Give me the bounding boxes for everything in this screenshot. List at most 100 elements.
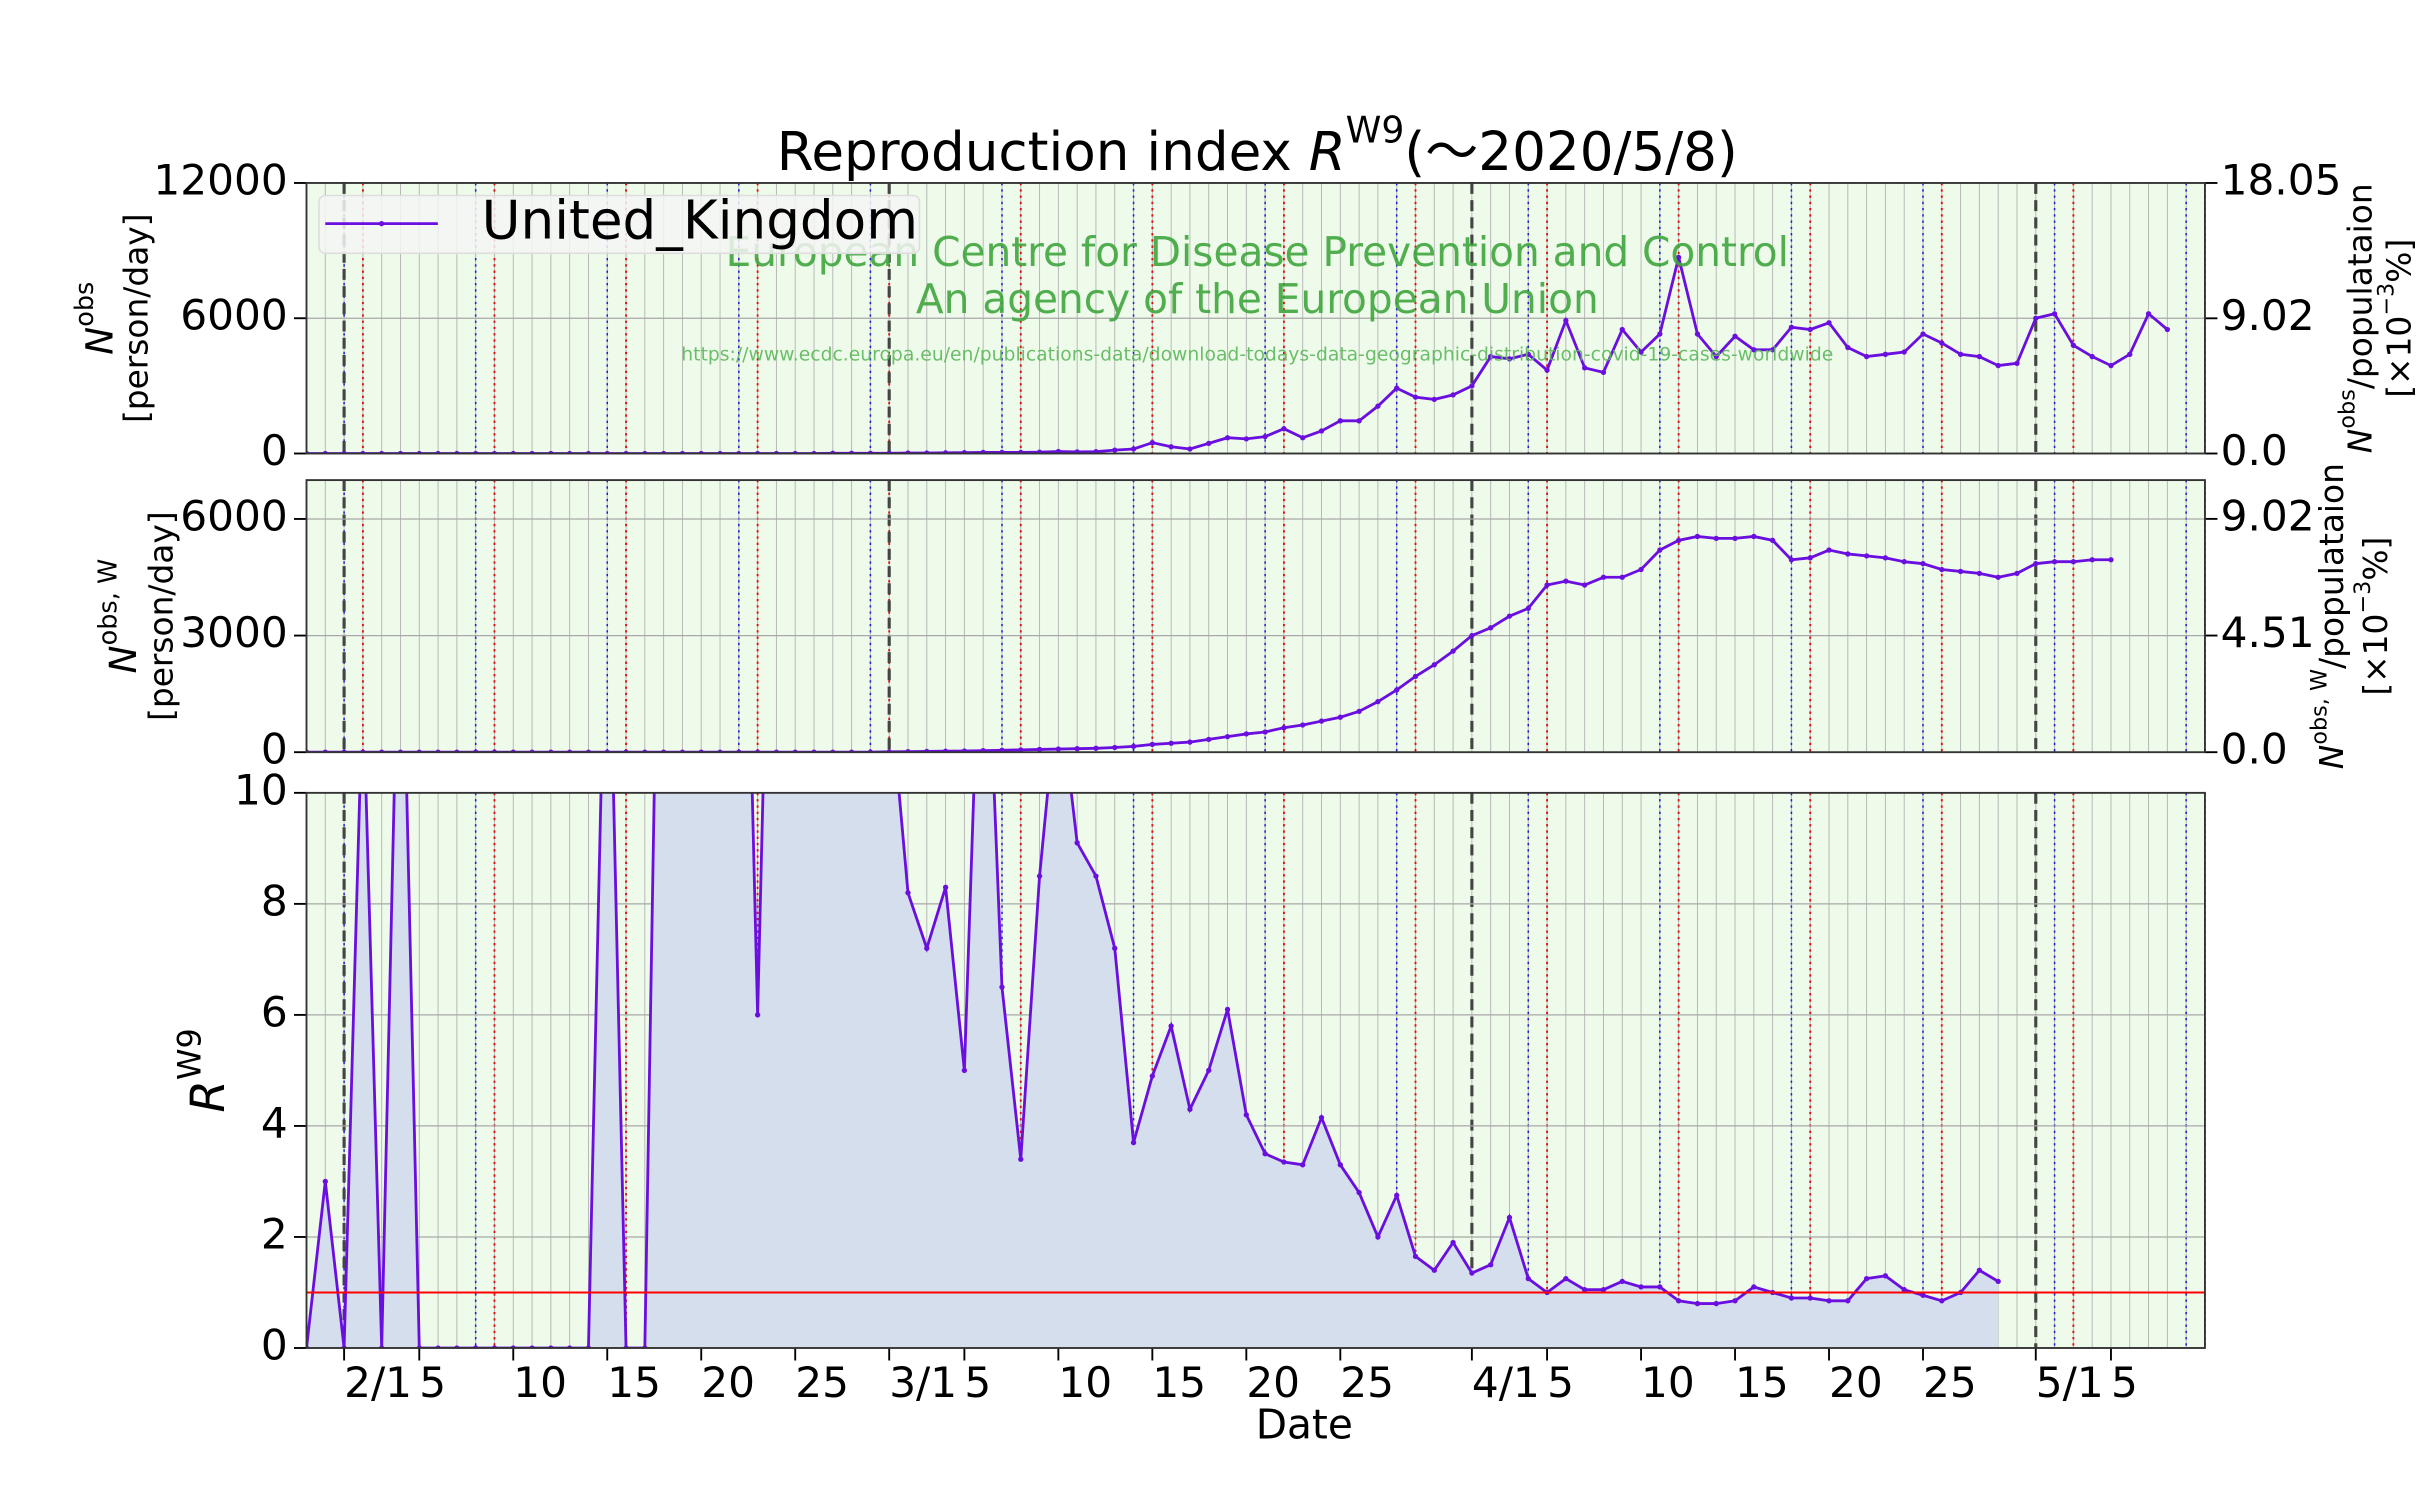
- y-tick-label: 4: [261, 1098, 288, 1147]
- point: [1093, 873, 1099, 879]
- point: [1375, 403, 1381, 409]
- point: [980, 449, 986, 454]
- x-tick-label: 10: [1058, 1358, 1112, 1407]
- point: [1694, 331, 1701, 337]
- point: [1394, 687, 1400, 693]
- point: [2070, 559, 2077, 565]
- point: [1525, 351, 1531, 357]
- point: [1018, 1156, 1024, 1162]
- x-tick-label: 15: [1735, 1358, 1789, 1407]
- point: [1619, 574, 1625, 580]
- point: [1957, 351, 1964, 357]
- plot-frame: [305, 479, 2206, 754]
- chart-title-part: (～2020/5/8): [1404, 120, 1737, 182]
- point: [1939, 566, 1945, 573]
- point: [1600, 1287, 1607, 1293]
- point: [1995, 362, 2001, 369]
- point: [2145, 311, 2152, 317]
- y2-tick-label: 4.51: [2221, 608, 2315, 657]
- point: [1281, 426, 1287, 432]
- y2-tick-label: 9.02: [2221, 491, 2315, 540]
- point: [1807, 326, 1813, 333]
- y-axis-label-part: W9: [170, 1028, 208, 1080]
- point: [1394, 385, 1400, 391]
- y-tick-label: 6000: [180, 491, 287, 540]
- point: [1093, 449, 1099, 454]
- y-axis-label-part: N: [77, 327, 121, 355]
- x-tick-label: 20: [701, 1358, 755, 1407]
- y-axis-label-part: N: [101, 645, 145, 673]
- point: [1243, 436, 1249, 442]
- point: [1224, 733, 1231, 740]
- point: [1149, 440, 1156, 446]
- point: [999, 984, 1005, 990]
- point: [1431, 396, 1437, 403]
- point: [1262, 1151, 1268, 1157]
- point: [1488, 625, 1494, 631]
- y-tick-label: 6000: [180, 291, 287, 340]
- point: [1206, 1067, 1212, 1074]
- y2-axis-label: Nobs/populataion: [2334, 183, 2379, 453]
- chart-title-part: W9: [1346, 108, 1405, 151]
- x-tick-label: 5: [419, 1358, 446, 1407]
- point: [1243, 731, 1249, 737]
- point: [2014, 360, 2020, 366]
- point: [754, 1012, 761, 1018]
- point: [1506, 613, 1513, 619]
- point: [1187, 1106, 1193, 1112]
- y-tick-label: 6: [261, 987, 288, 1036]
- point: [1525, 605, 1531, 612]
- y2-tick-label: 0.0: [2221, 725, 2288, 774]
- y2-axis-label-part: obs: [2334, 389, 2360, 428]
- point: [1112, 744, 1118, 751]
- y-axis-unit-part: [person/day]: [117, 213, 155, 423]
- point: [1488, 353, 1494, 360]
- point: [1450, 392, 1456, 398]
- point: [1300, 722, 1306, 728]
- x-tick-label: 5/1: [2036, 1358, 2104, 1407]
- point: [961, 748, 968, 753]
- point: [1582, 365, 1588, 371]
- point: [1356, 1189, 1362, 1196]
- area: [306, 792, 1999, 1348]
- point: [1957, 568, 1964, 575]
- point: [1187, 739, 1193, 745]
- point: [1638, 1284, 1644, 1290]
- y-tick-label: 10: [234, 765, 288, 814]
- point: [1412, 394, 1419, 400]
- y2-axis-unit-part: %]: [2356, 537, 2394, 581]
- y2-axis-label-part: /populataion: [2341, 183, 2379, 389]
- point: [1036, 873, 1043, 879]
- point: [1619, 326, 1625, 333]
- point: [1845, 1298, 1851, 1304]
- y-axis-label-part: R: [181, 1080, 236, 1113]
- point: [999, 747, 1005, 753]
- point: [1544, 582, 1550, 588]
- point: [1863, 1275, 1870, 1282]
- x-tick-label: 5: [964, 1358, 991, 1407]
- point: [1318, 1114, 1325, 1121]
- x-tick-label: 10: [1641, 1358, 1695, 1407]
- point: [1112, 447, 1118, 453]
- point: [1337, 1162, 1343, 1168]
- point: [1882, 351, 1889, 357]
- series-line: [306, 257, 2169, 454]
- point: [1187, 446, 1193, 452]
- point: [1074, 840, 1080, 846]
- point: [1732, 1298, 1738, 1304]
- y-tick-label: 3000: [180, 608, 287, 657]
- x-tick-label: 2/1: [344, 1358, 412, 1407]
- point: [1788, 557, 1795, 563]
- y2-axis-unit: [×10−3%]: [2350, 537, 2395, 696]
- point: [1901, 559, 1907, 565]
- y2-tick-label: 9.02: [2221, 291, 2315, 340]
- point: [1769, 537, 1776, 543]
- point: [1281, 725, 1287, 731]
- y2-axis-label: Nobs, W/populataion: [2306, 463, 2351, 769]
- point: [1375, 1234, 1381, 1240]
- y2-axis-unit-part: [×10: [2356, 614, 2394, 696]
- point: [1582, 1287, 1588, 1293]
- point: [1168, 740, 1174, 746]
- x-tick-label: 15: [1152, 1358, 1206, 1407]
